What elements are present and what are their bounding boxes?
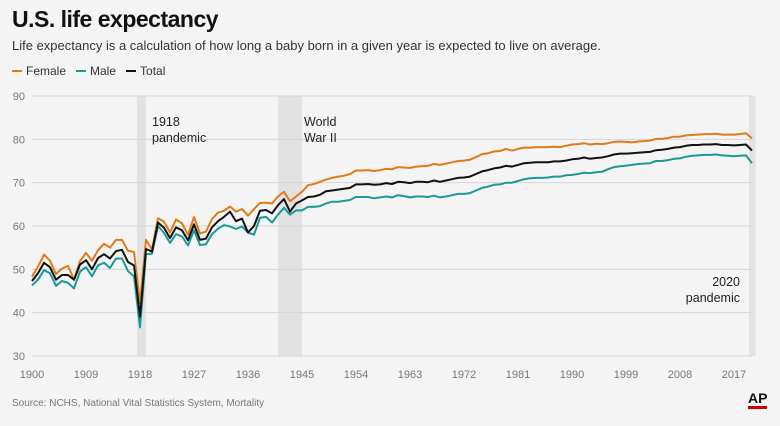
y-tick-label-70: 70 [13, 178, 25, 190]
legend-label-total: Total [140, 64, 166, 78]
y-tick-label-40: 40 [13, 308, 25, 320]
legend-swatch-male [76, 70, 87, 72]
ap-logo: AP [748, 391, 768, 409]
chart-subtitle: Life expectancy is a calculation of how … [12, 38, 601, 53]
annotation-label-2-0: 2020 [712, 275, 740, 289]
x-tick-label-1900: 1900 [20, 369, 44, 381]
legend-item-female: Female [12, 64, 66, 78]
y-tick-label-90: 90 [13, 91, 25, 103]
x-tick-label-1945: 1945 [290, 369, 314, 381]
y-tick-label-30: 30 [13, 351, 25, 363]
annotation-label-1-0: World [304, 115, 336, 129]
legend-item-total: Total [126, 64, 165, 78]
shaded-range-2 [749, 96, 756, 356]
legend-swatch-female [12, 70, 22, 72]
x-tick-label-2017: 2017 [722, 369, 746, 381]
x-tick-label-1990: 1990 [560, 369, 584, 381]
y-tick-label-60: 60 [13, 221, 25, 233]
y-tick-label-50: 50 [13, 264, 25, 276]
x-tick-label-1909: 1909 [74, 369, 98, 381]
x-tick-label-1999: 1999 [614, 369, 638, 381]
annotation-label-1-1: War II [304, 131, 337, 145]
series-line-total [31, 143, 753, 318]
x-tick-label-1981: 1981 [506, 369, 530, 381]
x-tick-label-1927: 1927 [182, 369, 206, 381]
legend-swatch-total [126, 70, 137, 72]
x-tick-label-1936: 1936 [236, 369, 260, 381]
series-line-male [31, 153, 753, 329]
source-note: Source: NCHS, National Vital Statistics … [12, 398, 265, 409]
x-tick-label-1963: 1963 [398, 369, 422, 381]
x-tick-label-1972: 1972 [452, 369, 476, 381]
y-tick-label-80: 80 [13, 134, 25, 146]
annotation-label-0-1: pandemic [152, 131, 206, 145]
annotation-label-0-0: 1918 [152, 115, 180, 129]
x-tick-label-1918: 1918 [128, 369, 152, 381]
annotation-label-2-1: pandemic [686, 291, 740, 305]
legend-label-female: Female [26, 64, 67, 78]
x-tick-label-1954: 1954 [344, 369, 368, 381]
legend: Female Male Total [12, 64, 165, 78]
x-tick-label-2008: 2008 [668, 369, 692, 381]
chart-title: U.S. life expectancy [12, 6, 219, 32]
legend-item-male: Male [76, 64, 116, 78]
legend-label-male: Male [90, 64, 117, 78]
